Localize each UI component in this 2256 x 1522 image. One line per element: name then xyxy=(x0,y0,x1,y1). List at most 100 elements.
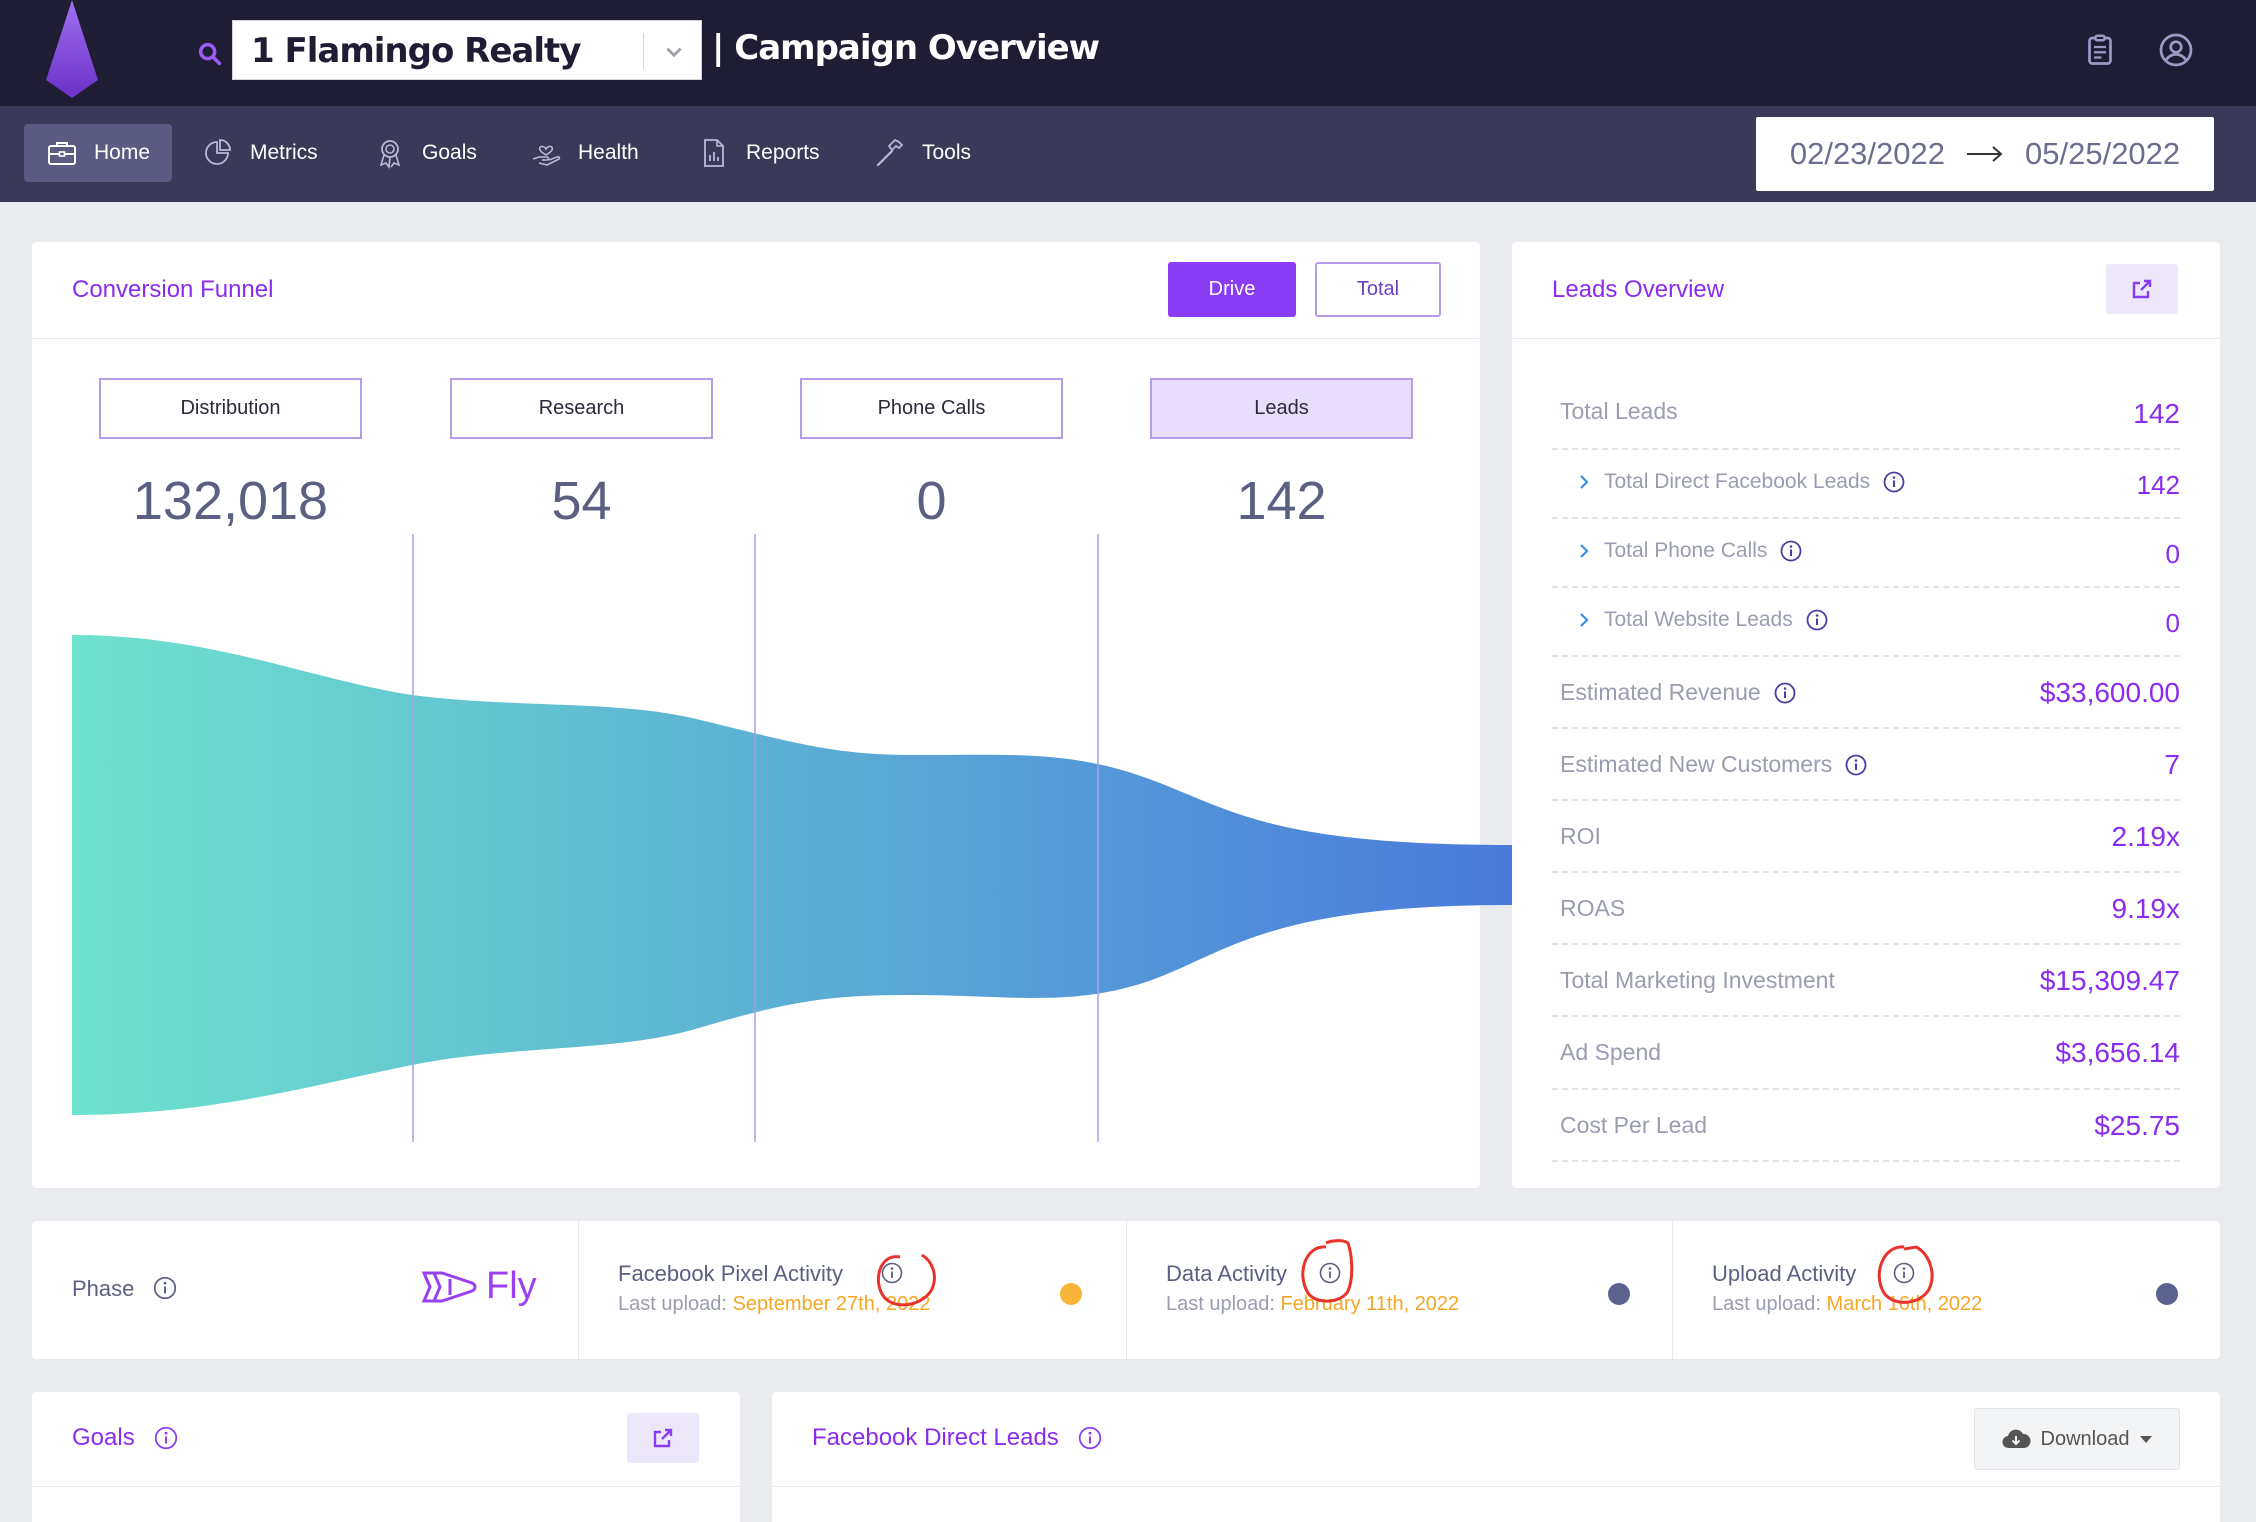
date-range-picker[interactable]: 02/23/2022 05/25/2022 xyxy=(1756,117,2214,191)
row-value: 2.19x xyxy=(2111,821,2181,852)
row-value: 0 xyxy=(2165,539,2180,569)
leads-row-website-leads[interactable]: Total Website Leads 0 xyxy=(1552,588,2180,657)
drive-button[interactable]: Drive xyxy=(1168,262,1296,317)
goals-open-button[interactable] xyxy=(627,1413,699,1463)
row-label: Cost Per Lead xyxy=(1560,1112,1708,1138)
page-title: | Campaign Overview xyxy=(712,28,1100,68)
user-profile-icon[interactable] xyxy=(2158,32,2194,68)
client-select-value: 1 Flamingo Realty xyxy=(251,31,581,71)
row-value: 142 xyxy=(2136,470,2180,500)
info-icon[interactable] xyxy=(1077,1425,1103,1451)
chevron-down-icon[interactable] xyxy=(661,39,687,65)
start-date[interactable]: 02/23/2022 xyxy=(1789,136,1945,171)
info-icon[interactable] xyxy=(1779,539,1803,563)
leads-row-roi: ROI 2.19x xyxy=(1552,801,2180,873)
arrow-right-icon xyxy=(1967,146,2003,162)
conversion-funnel-title: Conversion Funnel xyxy=(72,276,274,303)
hand-heart-icon xyxy=(532,145,561,166)
client-select[interactable]: 1 Flamingo Realty xyxy=(232,20,702,80)
info-icon[interactable] xyxy=(1773,681,1797,705)
nav-item-tools[interactable]: Tools xyxy=(852,124,993,182)
chevron-right-icon[interactable] xyxy=(1576,543,1592,559)
facebook-direct-leads-title: Facebook Direct Leads xyxy=(812,1424,1059,1451)
last-upload-prefix: Last upload: xyxy=(1166,1293,1275,1315)
clipboard-icon[interactable] xyxy=(2082,32,2118,68)
row-label: ROAS xyxy=(1560,895,1626,921)
last-upload-date: September 27th, 2022 xyxy=(732,1293,931,1315)
external-link-icon xyxy=(2132,279,2152,299)
leads-row-estimated-revenue: Estimated Revenue $33,600.00 xyxy=(1552,657,2180,729)
row-value: 0 xyxy=(2165,608,2180,638)
status-dot xyxy=(2156,1283,2178,1305)
space-shuttle-icon xyxy=(421,1271,477,1303)
stage-research-value: 54 xyxy=(551,471,612,531)
nav-item-metrics[interactable]: Metrics xyxy=(180,124,340,182)
leads-overview-open-button[interactable] xyxy=(2106,264,2178,314)
leads-row-facebook-leads[interactable]: Total Direct Facebook Leads 142 xyxy=(1552,450,2180,519)
total-button[interactable]: Total xyxy=(1315,262,1441,317)
row-label-wrap: Estimated New Customers xyxy=(1560,751,1868,778)
nav-item-goals[interactable]: Goals xyxy=(352,124,499,182)
last-upload-prefix: Last upload: xyxy=(618,1293,727,1315)
info-icon[interactable] xyxy=(153,1425,179,1451)
row-label: Total Direct Facebook Leads xyxy=(1604,470,1871,493)
leads-row-phone-calls[interactable]: Total Phone Calls 0 xyxy=(1552,519,2180,588)
select-divider xyxy=(643,33,644,69)
facebook-direct-leads-header: Facebook Direct Leads xyxy=(812,1424,1103,1452)
nav-item-reports[interactable]: Reports xyxy=(676,124,842,182)
nav-item-label: Tools xyxy=(922,141,972,164)
nav-item-label: Goals xyxy=(422,141,477,164)
nav-item-health[interactable]: Health xyxy=(508,124,661,182)
download-label: Download xyxy=(2040,1427,2130,1450)
row-value: 7 xyxy=(2164,749,2180,780)
cloud-download-icon xyxy=(2001,1429,2031,1449)
external-link-icon xyxy=(653,1428,673,1448)
hammer-icon xyxy=(876,138,904,167)
search-icon[interactable] xyxy=(196,40,224,68)
card-divider xyxy=(1512,338,2220,339)
briefcase-icon xyxy=(48,142,76,165)
data-activity-last-upload: Last upload: February 11th, 2022 xyxy=(1166,1293,1459,1316)
row-value: $15,309.47 xyxy=(2039,965,2180,996)
logo-icon[interactable] xyxy=(44,0,100,98)
data-activity-title: Data Activity xyxy=(1166,1261,1288,1286)
leads-row-roas: ROAS 9.19x xyxy=(1552,873,2180,945)
info-icon[interactable] xyxy=(1882,470,1906,494)
nav-item-label: Reports xyxy=(746,141,820,164)
row-label-wrap: Total Phone Calls xyxy=(1576,539,1803,563)
nav-item-home[interactable]: Home xyxy=(24,124,173,182)
report-icon xyxy=(704,139,724,167)
row-label: Total Website Leads xyxy=(1604,608,1793,631)
info-icon[interactable] xyxy=(1318,1261,1342,1285)
chevron-right-icon[interactable] xyxy=(1576,612,1592,628)
leads-row-cost-per-lead: Cost Per Lead $25.75 xyxy=(1552,1090,2180,1162)
stage-leads-button[interactable]: Leads xyxy=(1150,378,1413,439)
stage-phone-calls-value: 0 xyxy=(916,471,947,531)
stage-phone-calls-button[interactable]: Phone Calls xyxy=(800,378,1063,439)
upload-activity-title: Upload Activity xyxy=(1712,1261,1857,1286)
nav-item-label: Home xyxy=(94,141,151,164)
info-icon[interactable] xyxy=(880,1261,904,1285)
status-divider xyxy=(1126,1221,1127,1359)
info-icon[interactable] xyxy=(1805,608,1829,632)
stage-leads-value: 142 xyxy=(1236,471,1327,531)
card-divider xyxy=(32,338,1480,339)
caret-down-icon xyxy=(2140,1436,2153,1443)
leads-row-total-leads: Total Leads 142 xyxy=(1552,378,2180,450)
stage-distribution-button[interactable]: Distribution xyxy=(99,378,362,439)
leads-row-ad-spend: Ad Spend $3,656.14 xyxy=(1552,1017,2180,1090)
facebook-pixel-last-upload: Last upload: September 27th, 2022 xyxy=(618,1293,930,1316)
row-label: Total Leads xyxy=(1560,398,1678,424)
info-icon[interactable] xyxy=(152,1275,178,1301)
end-date[interactable]: 05/25/2022 xyxy=(2025,136,2181,171)
info-icon[interactable] xyxy=(1844,753,1868,777)
card-divider xyxy=(772,1486,2220,1487)
chevron-right-icon[interactable] xyxy=(1576,474,1592,490)
stage-research-button[interactable]: Research xyxy=(450,378,713,439)
nav-item-label: Metrics xyxy=(250,141,318,164)
goals-title: Goals xyxy=(72,1424,135,1451)
funnel-shape xyxy=(72,635,1512,1115)
info-icon[interactable] xyxy=(1892,1261,1916,1285)
download-button[interactable]: Download xyxy=(1974,1408,2180,1470)
conversion-funnel-graphic xyxy=(72,534,1512,1142)
